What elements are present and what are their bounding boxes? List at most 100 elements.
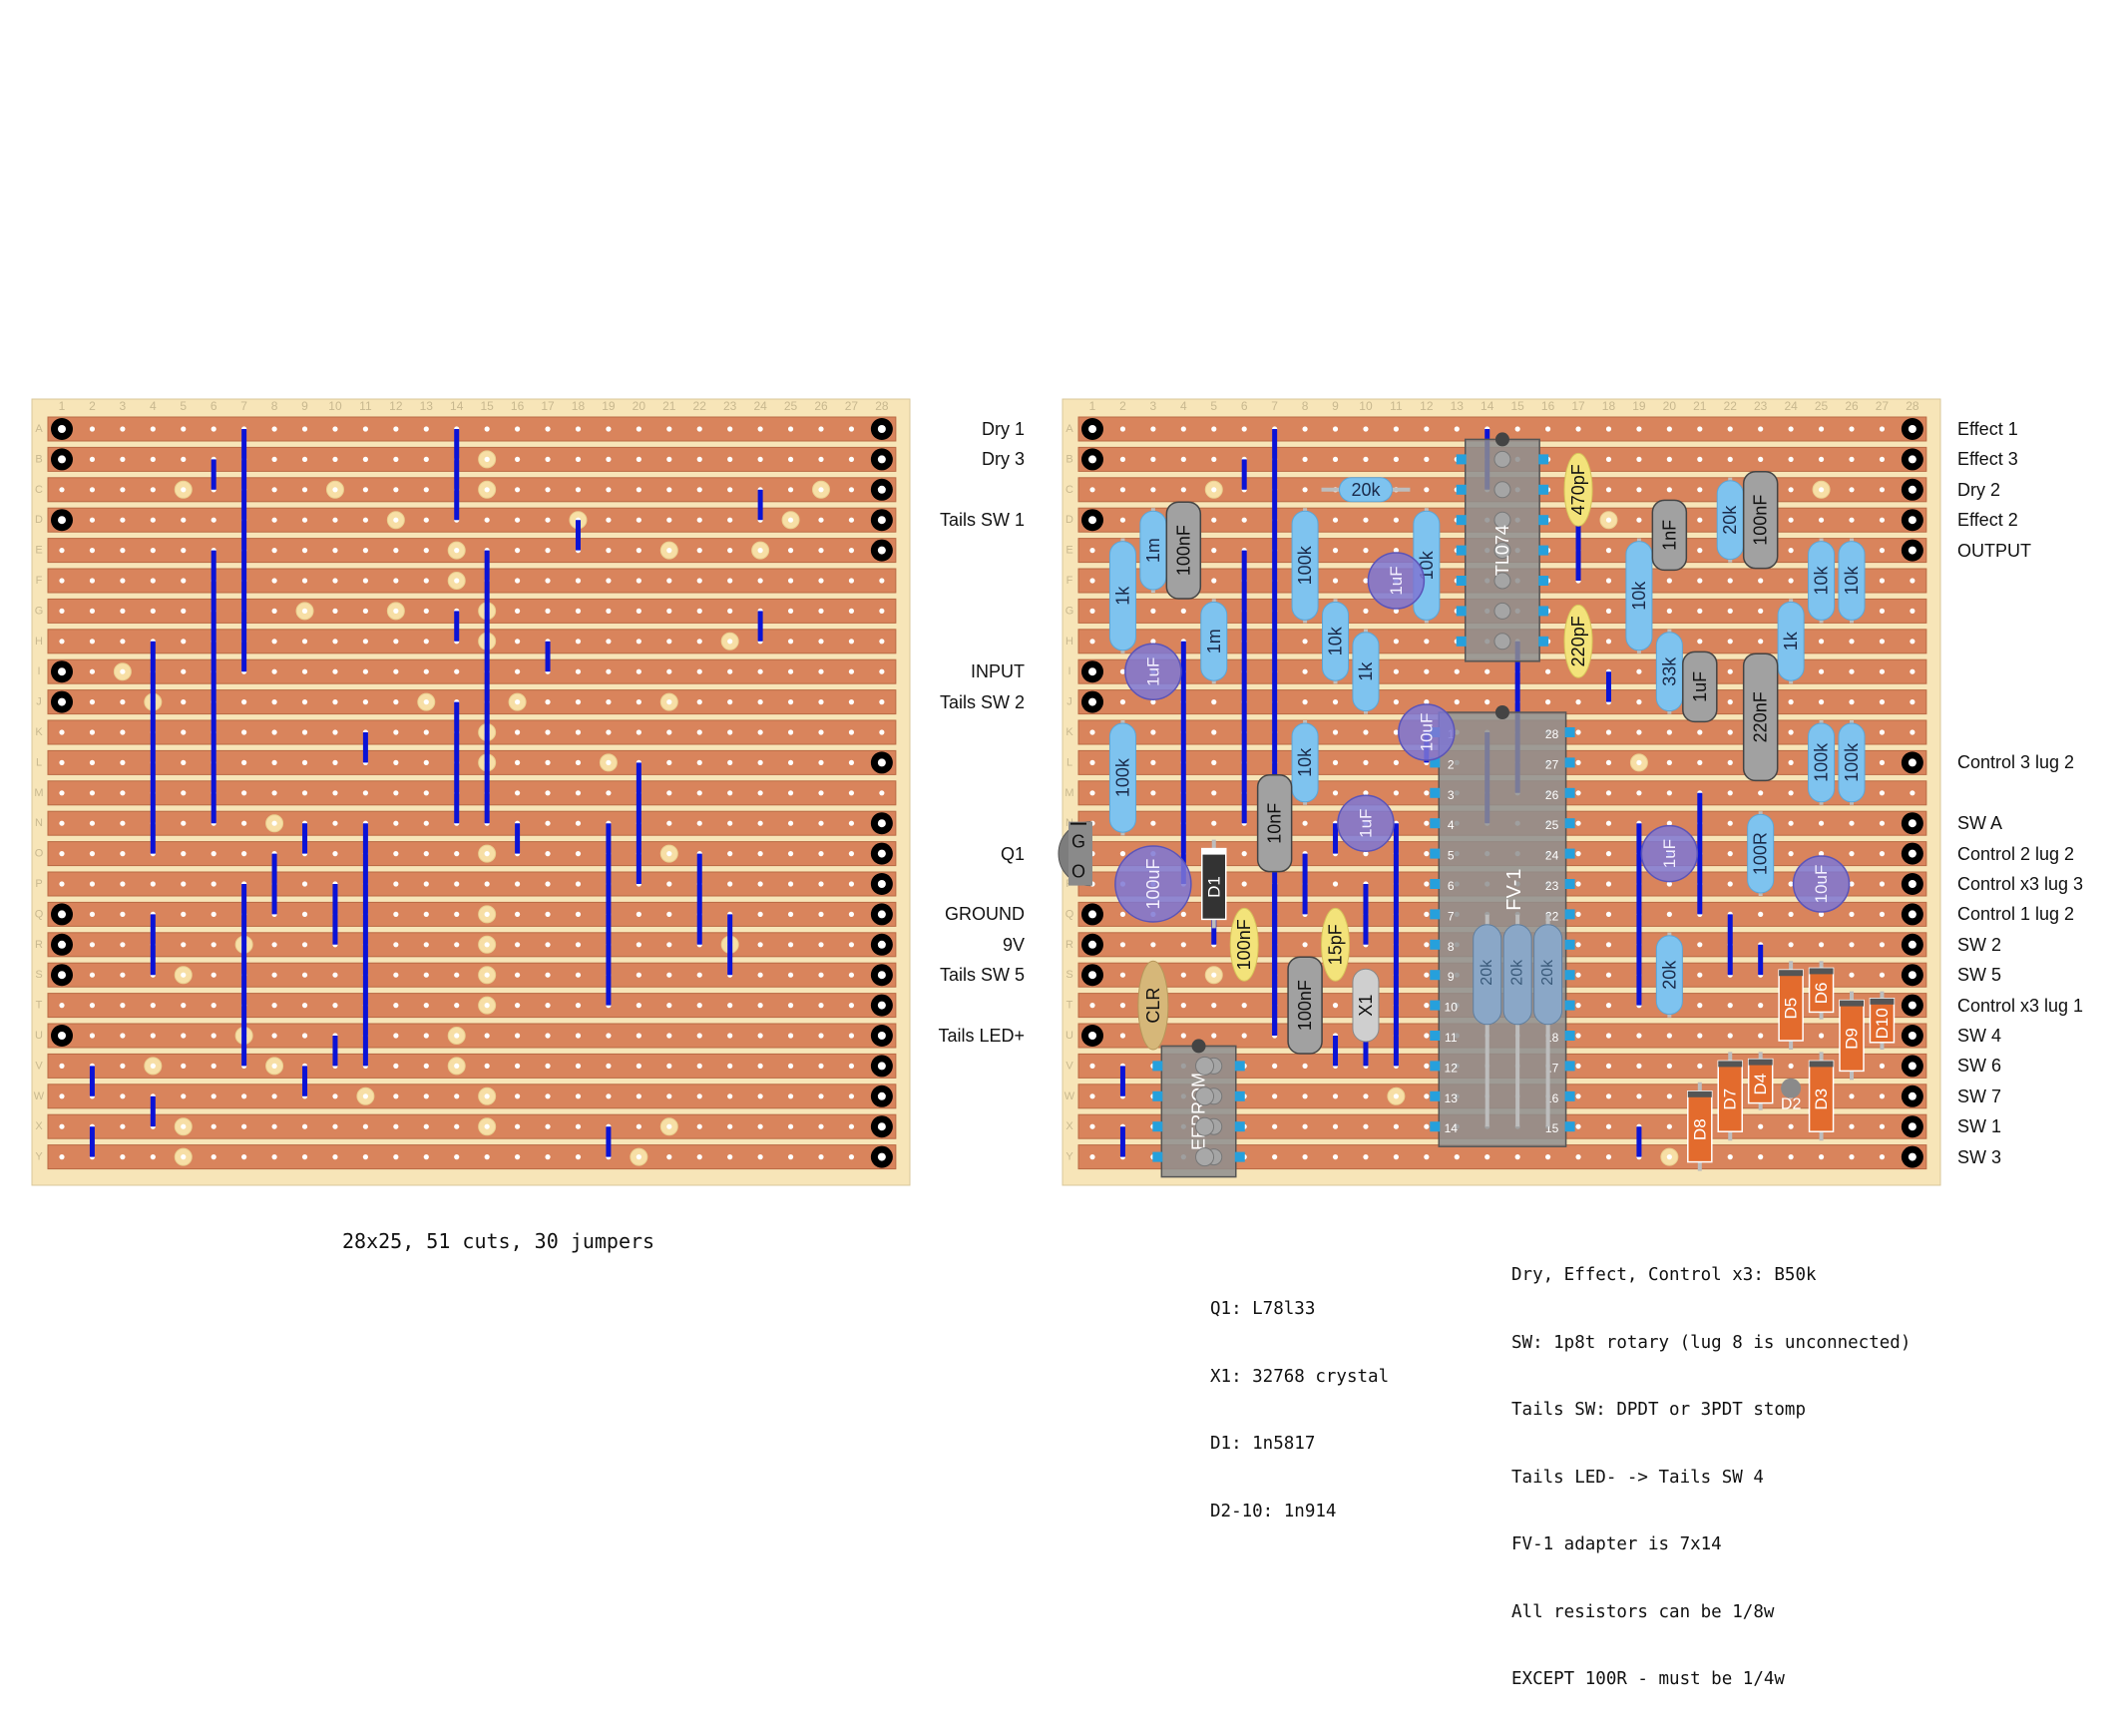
left-hole xyxy=(787,699,794,705)
right-hole xyxy=(1879,790,1886,796)
ic-pin xyxy=(1538,545,1549,556)
left-hole xyxy=(848,639,855,645)
right-hole xyxy=(1697,729,1703,735)
ic-pin xyxy=(1430,757,1441,768)
left-hole xyxy=(89,881,96,887)
left-hole xyxy=(332,1093,338,1099)
right-row-letter: C xyxy=(1065,484,1073,496)
right-hole xyxy=(1788,1154,1794,1160)
left-hole xyxy=(606,639,612,645)
left-hole xyxy=(241,1123,247,1129)
connection-label: 9V xyxy=(1002,934,1025,955)
right-hole xyxy=(1332,699,1339,705)
right-hole xyxy=(1363,456,1369,462)
right-hole xyxy=(1363,1123,1369,1129)
resistor-value: 1m xyxy=(1204,629,1224,653)
left-hole xyxy=(606,456,612,462)
left-hole xyxy=(362,578,368,584)
note-line: EXCEPT 100R - must be 1/4w xyxy=(1511,1669,1785,1689)
left-hole xyxy=(636,517,641,523)
wire-terminal-hole xyxy=(1908,940,1916,949)
wire-terminal-hole xyxy=(1908,1032,1916,1040)
left-hole xyxy=(120,517,126,523)
film-capacitor xyxy=(1651,499,1688,572)
right-hole xyxy=(1727,851,1733,857)
fv1-pin-number: 13 xyxy=(1445,1091,1459,1105)
right-hole xyxy=(1727,1154,1733,1160)
left-hole xyxy=(515,668,521,674)
right-hole xyxy=(1211,759,1217,766)
fv1-pin-number: 10 xyxy=(1445,1001,1459,1015)
left-hole xyxy=(271,699,277,705)
left-hole xyxy=(787,729,794,735)
fv1-pin-number: 7 xyxy=(1448,909,1455,923)
left-hole xyxy=(818,699,824,705)
right-hole xyxy=(1119,911,1126,918)
hole xyxy=(666,851,672,857)
left-hole xyxy=(120,759,126,766)
left-hole xyxy=(606,548,612,554)
resistor-value: 20k xyxy=(1659,960,1679,990)
left-copper-strip xyxy=(47,507,897,533)
left-hole xyxy=(271,668,277,674)
fv1-pin-number: 2 xyxy=(1448,757,1455,771)
left-hole xyxy=(666,1154,672,1160)
ic-notch xyxy=(1494,705,1509,719)
left-hole xyxy=(575,639,582,645)
right-row-letter: R xyxy=(1065,939,1073,951)
right-hole xyxy=(1788,487,1794,493)
hole xyxy=(362,1093,368,1099)
left-hole xyxy=(636,699,641,705)
right-hole xyxy=(1272,1093,1278,1099)
left-hole xyxy=(666,1093,672,1099)
resistor-value: 10k xyxy=(1629,581,1649,611)
left-hole xyxy=(59,759,65,766)
right-hole xyxy=(1424,881,1430,887)
hole xyxy=(606,759,612,766)
left-hole xyxy=(150,881,156,887)
right-hole xyxy=(1363,759,1369,766)
right-hole xyxy=(1424,1033,1430,1039)
left-copper-strip xyxy=(47,932,897,958)
left-hole xyxy=(120,578,126,584)
left-hole xyxy=(332,548,338,554)
diode-label: D9 xyxy=(1843,1028,1862,1050)
diode-label: D8 xyxy=(1690,1118,1709,1140)
left-column-number: 2 xyxy=(89,399,96,413)
left-row-letter: N xyxy=(35,817,43,829)
left-hole xyxy=(666,426,672,432)
left-hole xyxy=(545,942,551,948)
left-hole xyxy=(787,942,794,948)
left-hole xyxy=(575,1093,582,1099)
regulator-pin-label: O xyxy=(1071,862,1085,882)
connection-label: SW 7 xyxy=(1957,1085,2002,1106)
right-hole xyxy=(1788,729,1794,735)
left-hole xyxy=(515,972,521,978)
right-column-number: 26 xyxy=(1845,399,1859,413)
right-hole xyxy=(1575,1063,1581,1069)
notes-parts: Q1: L78l33 X1: 32768 crystal D1: 1n5817 … xyxy=(1210,1253,1389,1567)
connection-label: Control x3 lug 3 xyxy=(1957,874,2084,894)
diode-body xyxy=(1717,1060,1743,1132)
left-hole xyxy=(454,851,460,857)
right-hole xyxy=(1424,699,1430,705)
ic-pin xyxy=(1430,879,1441,889)
left-hole xyxy=(423,1154,429,1160)
right-hole xyxy=(1788,699,1794,705)
left-copper-strip xyxy=(47,841,897,867)
ic-pin xyxy=(1538,576,1549,586)
left-hole xyxy=(696,972,702,978)
right-hole xyxy=(1363,790,1369,796)
wire-terminal-hole xyxy=(58,697,66,706)
left-hole xyxy=(181,1093,187,1099)
right-hole xyxy=(1879,820,1886,826)
left-hole xyxy=(241,759,247,766)
right-hole xyxy=(1454,699,1460,705)
left-hole xyxy=(89,639,96,645)
wire-terminal-hole xyxy=(877,758,886,767)
right-hole xyxy=(1605,759,1612,766)
right-hole xyxy=(1150,759,1156,766)
resistor-body xyxy=(1777,601,1805,681)
wire-terminal-hole xyxy=(58,667,66,676)
fv1-pin-number: 8 xyxy=(1448,940,1455,954)
